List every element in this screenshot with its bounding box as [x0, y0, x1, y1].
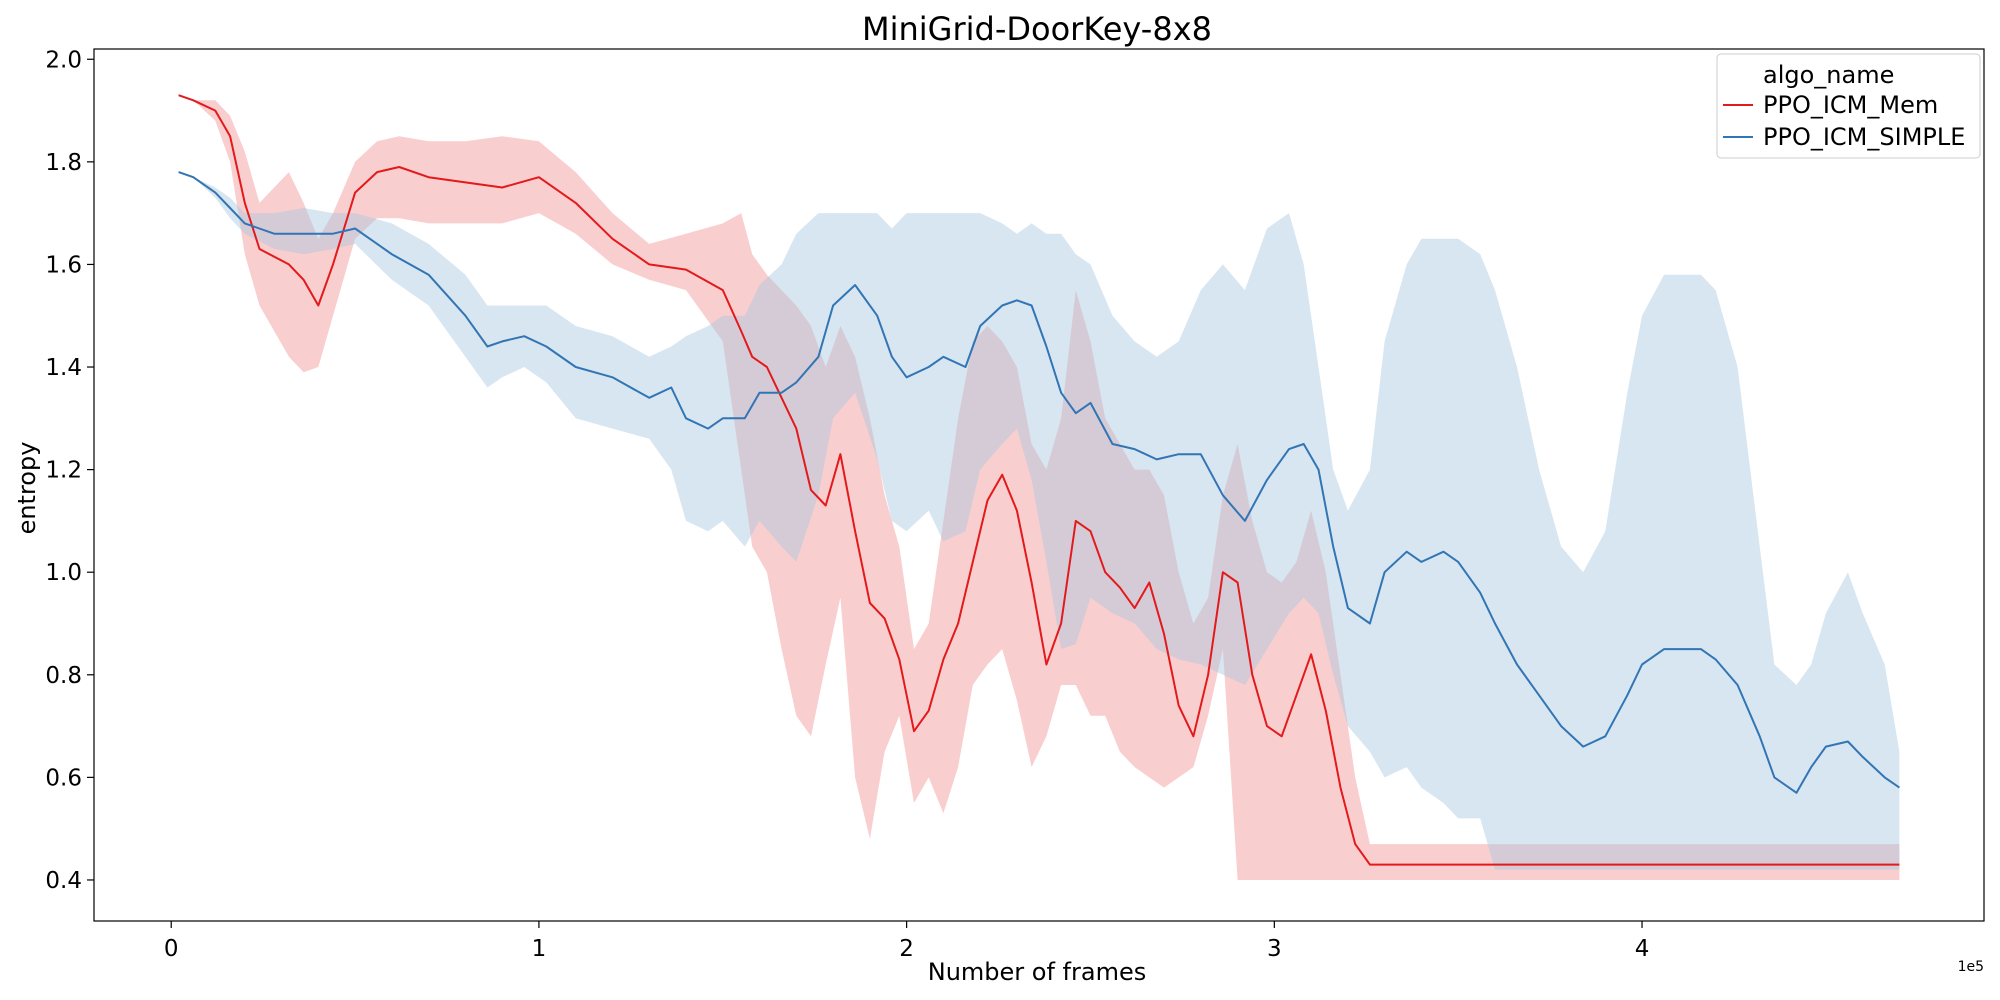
y-axis-label: entropy — [13, 442, 41, 535]
legend-title: algo_name — [1763, 61, 1894, 89]
plot-frame — [93, 48, 1985, 922]
x-axis-scale-label: 1e5 — [1958, 959, 1984, 975]
y-tick-label: 1.0 — [45, 560, 82, 586]
x-tick-label: 0 — [164, 936, 179, 962]
x-tick-label: 3 — [1267, 936, 1282, 962]
line-ppo-icm-simple — [178, 171, 1900, 794]
band-ppo-icm-mem — [178, 95, 1900, 880]
y-tick-label: 1.2 — [45, 458, 82, 484]
x-tick-label: 2 — [899, 936, 914, 962]
x-axis-label: Number of frames — [928, 958, 1146, 986]
band-ppo-icm-simple — [178, 172, 1900, 870]
y-tick-label: 2.0 — [45, 47, 82, 73]
confidence-bands — [178, 95, 1900, 880]
y-tick-label: 0.6 — [45, 765, 82, 791]
y-tick-label: 1.4 — [45, 355, 82, 381]
x-tick-label: 1 — [532, 936, 547, 962]
x-axis-ticks: 0 1 2 3 4 — [164, 921, 1649, 962]
legend-box — [1716, 53, 1981, 159]
series-lines — [178, 94, 1900, 866]
legend-label: PPO_ICM_SIMPLE — [1763, 123, 1965, 151]
y-tick-label: 0.8 — [45, 663, 82, 689]
line-ppo-icm-mem — [178, 94, 1900, 866]
legend-label: PPO_ICM_Mem — [1763, 91, 1938, 119]
y-tick-label: 1.8 — [45, 150, 82, 176]
y-tick-label: 0.4 — [45, 868, 82, 894]
y-tick-label: 1.6 — [45, 252, 82, 278]
y-axis-ticks: 0.4 0.6 0.8 1.0 1.2 1.4 1.6 1.8 2.0 — [45, 47, 94, 894]
x-tick-label: 4 — [1635, 936, 1650, 962]
chart-title: MiniGrid-DoorKey-8x8 — [862, 10, 1212, 48]
